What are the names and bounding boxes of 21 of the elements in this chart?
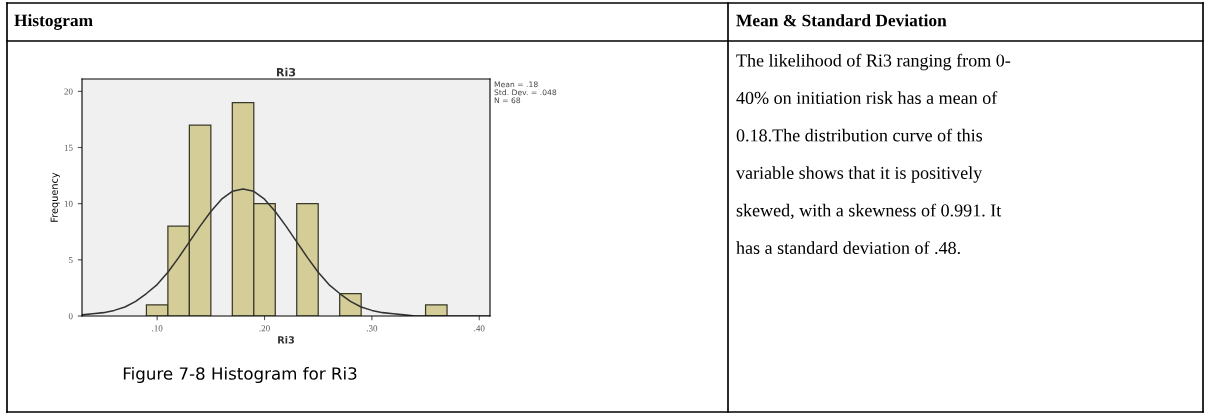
chart-title: Ri3 <box>276 67 296 77</box>
y-tick-label: 0 <box>68 313 73 320</box>
y-tick-label: 5 <box>68 257 73 264</box>
text: The likelihood of Ri3 ranging from 0- <box>736 53 1011 71</box>
caption: Figure 7-8 Histogram for Ri3 <box>123 366 357 384</box>
x-tick-label: .30 <box>366 325 378 332</box>
y-axis-title: Frequency <box>50 172 60 222</box>
text: Histogram <box>14 14 93 30</box>
x-axis-title: Ri3 <box>278 335 295 344</box>
text: has a standard deviation of .48. <box>736 241 960 255</box>
y-tick-label: 10 <box>64 200 73 207</box>
text: 0.18.The distribution curve of this <box>736 128 983 142</box>
x-tick-label: .40 <box>474 325 485 332</box>
y-tick-label: 20 <box>64 88 73 95</box>
x-tick-label: .10 <box>152 325 163 332</box>
x-tick-label: .20 <box>259 325 270 332</box>
text: variable shows that it is positively <box>736 166 983 183</box>
text: 40% on initiation risk has a mean of <box>736 91 998 105</box>
text: skewed, with a skewness of 0.991. It <box>736 203 1002 220</box>
text: Mean & Standard Deviation <box>736 14 947 27</box>
y-tick-label: 15 <box>64 144 73 151</box>
